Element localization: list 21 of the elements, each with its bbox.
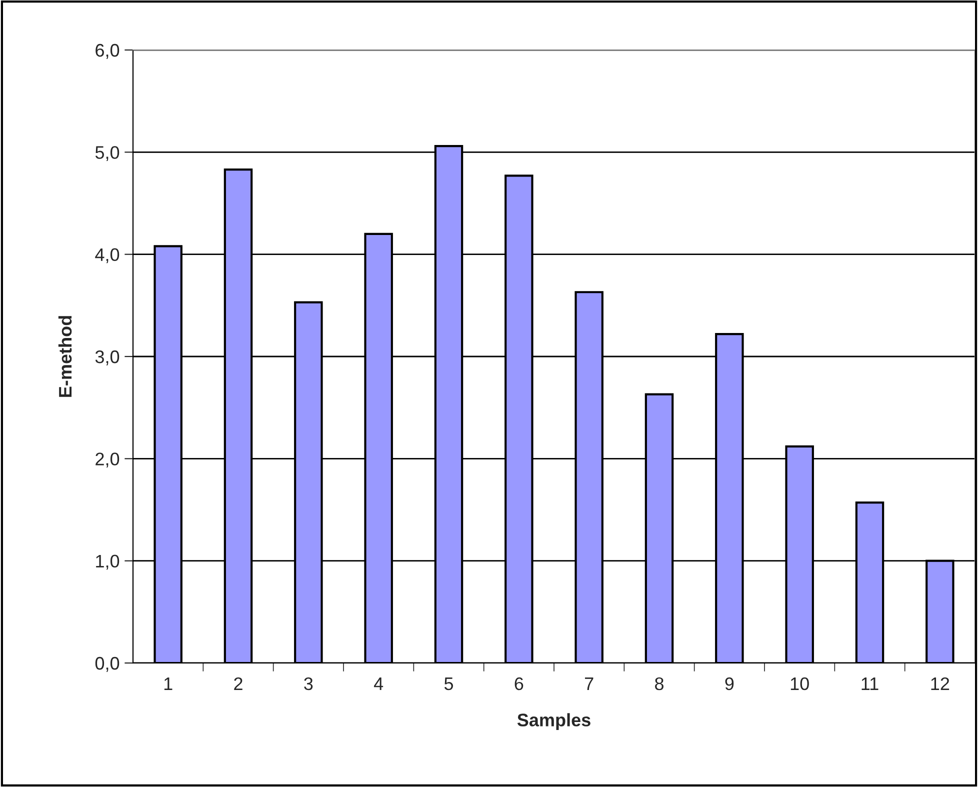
x-axis-title: Samples (517, 713, 590, 730)
x-tick-label: 5 (444, 678, 454, 690)
y-tick-label: 3,0 (95, 350, 120, 366)
y-tick-label: 1,0 (96, 554, 120, 570)
y-tick-label: 4,0 (95, 248, 120, 264)
x-tick-label: 12 (931, 677, 950, 690)
x-tick-label: 8 (655, 677, 664, 690)
y-tick-label: 2,0 (96, 452, 120, 468)
x-tick-label: 11 (862, 678, 878, 690)
y-tick-label: 5,0 (95, 146, 120, 162)
x-tick-label: 3 (304, 677, 313, 690)
x-tick-label: 4 (374, 678, 384, 690)
y-tick-label: 6,0 (96, 44, 120, 59)
x-tick-label: 2 (234, 677, 242, 690)
y-tick-label: 0,0 (95, 656, 120, 672)
x-tick-label: 7 (584, 678, 594, 690)
x-tick-label: 6 (514, 677, 524, 690)
x-tick-label: 1 (164, 678, 172, 690)
y-axis-title: E-method (58, 316, 72, 397)
x-tick-label: 9 (725, 677, 734, 690)
x-tick-label: 10 (790, 677, 809, 690)
